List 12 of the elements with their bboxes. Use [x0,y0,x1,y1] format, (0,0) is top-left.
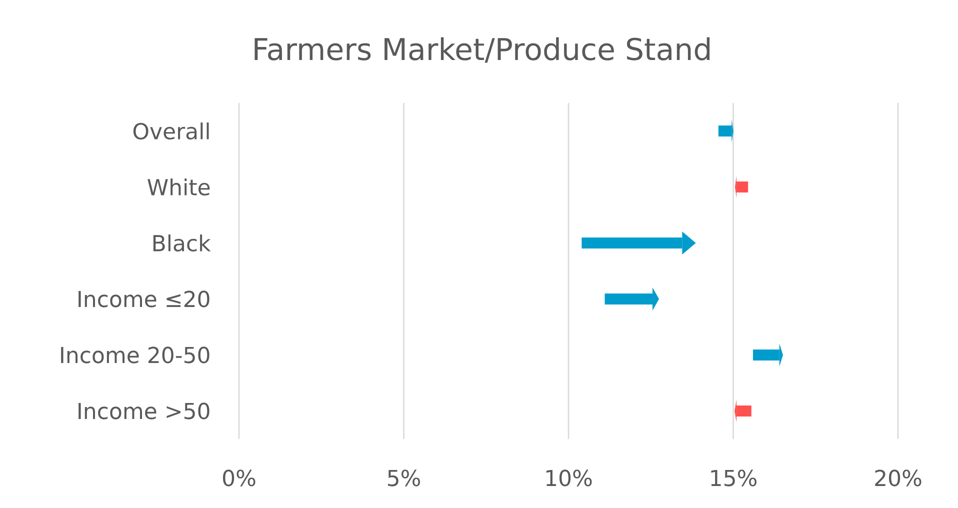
x-tick-label: 10% [546,470,592,486]
y-tick-label: Black [153,234,211,252]
x-tick-label: 0% [223,470,256,486]
y-tick-label: Income >50 [78,402,210,420]
y-tick-label: Income ≤20 [78,290,210,308]
x-tick-label: 15% [711,470,756,486]
x-tick-label: 20% [875,470,922,486]
y-tick-label: Overall [133,122,209,140]
y-tick-label: Income 20-50 [61,346,210,364]
x-tick-label: 5% [388,470,420,486]
chart-title: Farmers Market/Produce Stand [254,37,710,63]
y-tick-label: White [148,178,210,196]
